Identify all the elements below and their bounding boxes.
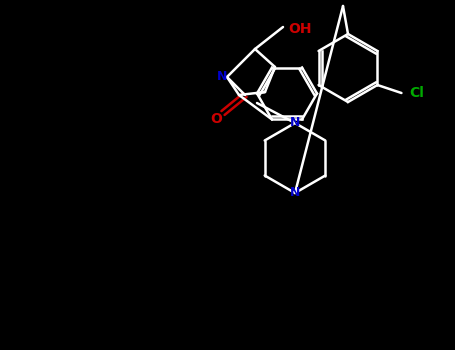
- Text: N: N: [290, 117, 300, 130]
- Text: N: N: [290, 187, 300, 199]
- Text: Cl: Cl: [410, 86, 425, 100]
- Text: OH: OH: [288, 22, 312, 36]
- Text: O: O: [210, 112, 222, 126]
- Text: N: N: [217, 70, 227, 84]
